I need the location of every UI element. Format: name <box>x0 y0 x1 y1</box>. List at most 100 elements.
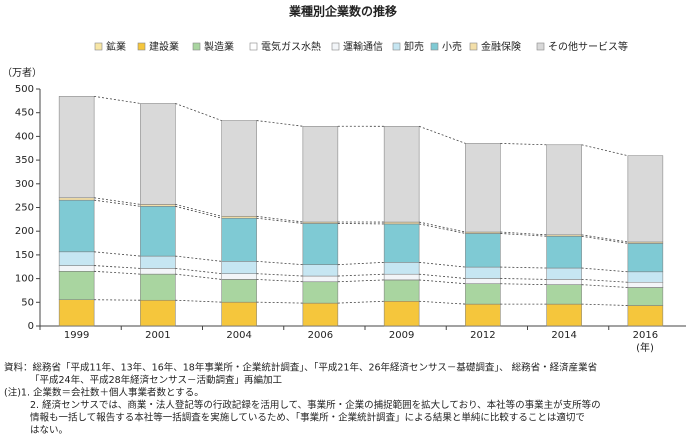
connector <box>419 223 466 234</box>
legend-label: 鉱業 <box>106 40 126 53</box>
connector <box>500 283 547 286</box>
x-tick-label: 2012 <box>470 330 495 341</box>
bar-segment <box>383 279 420 302</box>
x-tick-label: 2004 <box>226 330 251 341</box>
x-tick-label: 2014 <box>551 330 576 341</box>
bar-segment <box>465 283 501 305</box>
legend-swatch <box>331 42 340 51</box>
bar-segment <box>465 278 501 284</box>
note: (注)1. 企業数＝会社数＋個人事業者数とする。 <box>4 387 204 399</box>
bar-segment <box>221 301 257 327</box>
x-tick-label: 2016 <box>633 330 658 341</box>
legend-swatch <box>536 42 545 51</box>
y-tick-label: 0 <box>28 321 34 332</box>
bar-segment <box>140 206 176 257</box>
y-unit: （万者） <box>2 67 42 79</box>
legend-label: 金融保険 <box>481 40 521 53</box>
bar-segment <box>546 284 582 305</box>
connector <box>94 95 141 104</box>
legend-swatch <box>137 42 146 51</box>
legend-label: 卸売 <box>404 40 424 53</box>
connector <box>418 125 466 144</box>
bar-segment <box>383 221 420 225</box>
connector <box>581 235 628 244</box>
legend-swatch <box>430 42 439 51</box>
bar-segment <box>140 255 176 269</box>
legend-swatch <box>192 42 201 51</box>
x-unit: (年) <box>636 341 654 354</box>
y-tick-label: 150 <box>15 250 34 261</box>
note: 情報も一括して報告する本社等一括調査を実施しているため、「事業所・企業統計調査」… <box>30 412 585 424</box>
note: 資料：総務省「平成11年、13年、16年、18年事業所・企業統計調査」、「平成2… <box>4 362 597 374</box>
bar-segment <box>627 155 664 243</box>
bar-segment <box>302 264 339 277</box>
legend-swatch <box>392 42 401 51</box>
y-tick-label: 350 <box>15 155 34 166</box>
connector <box>500 231 547 236</box>
bar-segment <box>383 301 420 327</box>
x-tick-label: 1999 <box>64 330 89 341</box>
connector <box>581 284 628 288</box>
legend-swatch <box>249 42 258 51</box>
y-tick-label: 500 <box>15 84 34 95</box>
connector <box>337 273 385 277</box>
connector <box>581 303 628 306</box>
connector <box>94 251 141 257</box>
connector <box>581 279 628 283</box>
bar-segment <box>465 143 501 233</box>
connector <box>175 268 222 275</box>
bar-segment <box>140 103 176 205</box>
legend-swatch <box>94 42 103 51</box>
legend-label: 小売 <box>442 40 462 53</box>
connector <box>581 267 628 273</box>
y-tick-label: 450 <box>15 108 34 119</box>
y-tick-label: 250 <box>15 203 34 214</box>
connector <box>94 270 141 275</box>
y-tick-label: 300 <box>15 179 34 190</box>
bar-segment <box>627 243 664 273</box>
legend-label: 電気ガス水熱 <box>261 40 321 53</box>
connector <box>175 255 222 262</box>
bar-segment <box>58 199 95 253</box>
legend-label: 製造業 <box>204 40 234 53</box>
bar-segment <box>627 305 664 327</box>
bar-segment <box>302 126 339 223</box>
bar-segment <box>465 233 501 268</box>
connector <box>419 261 466 268</box>
connector <box>175 273 222 280</box>
bar-segment <box>383 273 420 281</box>
connector <box>581 144 628 157</box>
connector <box>94 197 141 205</box>
connector <box>500 266 547 269</box>
bar-segment <box>546 144 582 236</box>
bar-segment <box>546 267 582 280</box>
bar-segment <box>302 275 339 282</box>
connector <box>419 279 466 285</box>
connector <box>337 261 385 266</box>
bar-segment <box>465 303 501 327</box>
note: はない。 <box>30 425 68 436</box>
connector <box>256 301 303 304</box>
bar-segment <box>221 261 257 274</box>
connector <box>256 215 303 223</box>
connector <box>256 120 303 127</box>
bar-segment <box>221 217 257 262</box>
x-tick-label: 2009 <box>389 330 414 341</box>
bar-segment <box>383 126 420 223</box>
connector <box>337 300 385 304</box>
bar-segment <box>546 303 582 327</box>
connector <box>337 279 385 283</box>
y-tick-label: 50 <box>21 297 34 308</box>
bar-segment <box>546 236 582 269</box>
connector <box>256 279 303 283</box>
bar-segment <box>58 96 95 199</box>
connector <box>175 205 222 219</box>
chart-title: 業種別企業数の推移 <box>288 4 397 19</box>
connector <box>500 142 547 146</box>
connector <box>500 278 547 280</box>
bar-segment <box>221 120 257 217</box>
legend-swatch <box>469 42 478 51</box>
connector <box>419 300 466 305</box>
connector <box>94 199 141 207</box>
connector <box>256 217 303 224</box>
